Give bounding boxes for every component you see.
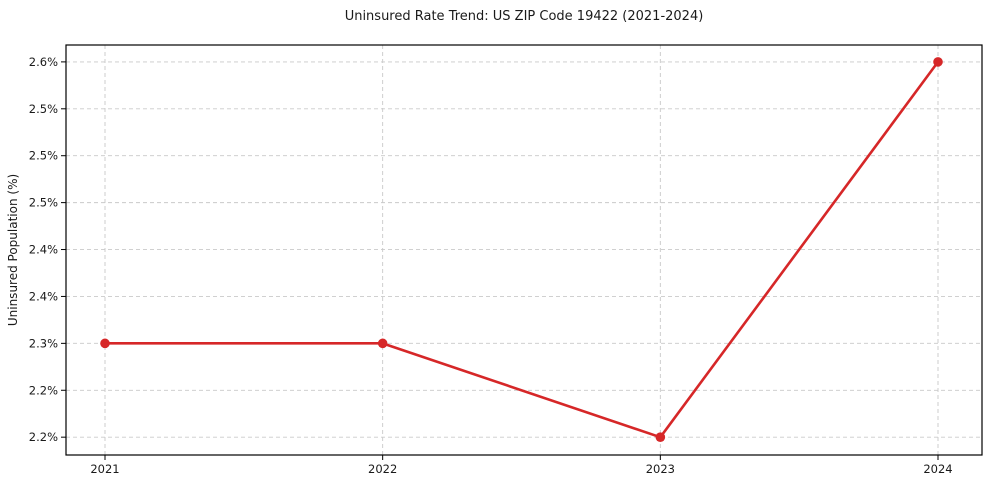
data-point-marker xyxy=(377,338,388,349)
grid-lines xyxy=(66,45,982,455)
y-tick-label: 2.2% xyxy=(29,383,58,397)
y-tick-label: 2.4% xyxy=(29,243,58,257)
y-tick-label: 2.2% xyxy=(29,430,58,444)
data-point-marker xyxy=(933,57,943,67)
x-tick-label: 2023 xyxy=(646,462,675,476)
trend-line xyxy=(103,60,940,439)
y-tick-label: 2.5% xyxy=(29,149,58,163)
plot-frame xyxy=(65,44,983,456)
axes-spines xyxy=(65,44,983,456)
y-tick-label: 2.5% xyxy=(29,102,58,116)
y-tick-label: 2.6% xyxy=(29,55,58,69)
y-axis-label: Uninsured Population (%) xyxy=(6,174,20,326)
x-tick-label: 2021 xyxy=(90,462,119,476)
y-axis: 2.2% 2.2% 2.3% 2.4% 2.4% 2.5% 2.5% 2.5% 2.6% xyxy=(29,55,66,444)
y-tick-label: 2.5% xyxy=(29,196,58,210)
trend-line-series xyxy=(100,57,943,442)
x-axis: 2021 2022 2023 2024 xyxy=(90,455,953,476)
x-tick-label: 2022 xyxy=(368,462,397,476)
y-tick-label: 2.3% xyxy=(29,336,58,350)
y-tick-label: 2.4% xyxy=(29,289,58,303)
data-point-marker xyxy=(100,338,110,349)
chart-title: Uninsured Rate Trend: US ZIP Code 19422 … xyxy=(345,9,704,24)
data-point-marker xyxy=(655,432,666,442)
x-tick-label: 2024 xyxy=(923,462,952,476)
